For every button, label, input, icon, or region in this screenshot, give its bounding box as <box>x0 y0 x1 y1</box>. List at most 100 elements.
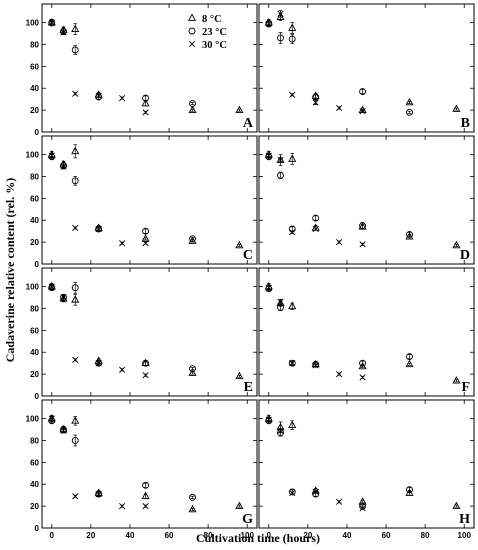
data-point-circle <box>288 35 296 43</box>
data-point-circle <box>95 225 103 233</box>
data-point-cross <box>359 108 366 115</box>
legend: 8 °C 23 °C 30 °C <box>187 13 227 51</box>
data-point-cross <box>142 240 149 247</box>
data-point-circle <box>406 231 413 238</box>
data-point-cross <box>119 503 126 510</box>
data-point-triangle <box>452 501 461 509</box>
panel-G: 0 20 40 60 80 100 0 20 40 60 80 100 G <box>26 399 258 540</box>
panel-H: 0 20 40 60 80 100 H <box>258 399 475 540</box>
panel-frame <box>41 399 258 529</box>
data-point-circle <box>288 359 296 367</box>
x-tick-label: 60 <box>165 531 174 540</box>
data-point-triangle <box>188 236 197 244</box>
data-point-triangle <box>452 376 461 384</box>
data-point-triangle <box>405 232 414 240</box>
panel-frame <box>41 135 258 265</box>
x-tick-label: 60 <box>382 531 391 540</box>
legend-label: 30 °C <box>202 40 227 51</box>
data-point-circle <box>48 19 56 27</box>
y-tick-label: 40 <box>30 348 39 357</box>
x-tick-label: 0 <box>50 531 55 540</box>
data-point-cross <box>265 152 272 159</box>
data-point-circle <box>95 490 103 498</box>
y-tick-label: 60 <box>30 62 39 71</box>
x-tick-label: 80 <box>421 531 430 540</box>
panel-B: B <box>258 3 475 133</box>
panel-letter: H <box>459 512 470 527</box>
panel-letter: C <box>243 248 253 263</box>
data-point-cross <box>289 360 296 367</box>
panel-letter: E <box>244 380 253 395</box>
panel-frame <box>41 3 258 133</box>
data-point-cross <box>60 29 67 36</box>
data-point-triangle <box>235 240 244 249</box>
panel-letter: B <box>461 116 470 131</box>
panel-A: 0 20 40 60 80 100 A 8 °C 23 °C 30 °C <box>26 3 258 137</box>
data-point-circle <box>189 235 196 243</box>
x-tick-label: 0 <box>267 531 272 540</box>
data-point-circle <box>60 294 67 301</box>
data-point-circle <box>142 94 150 102</box>
panel-C: 0 20 40 60 80 100 C <box>26 135 258 269</box>
legend-symbol-triangle <box>187 13 197 21</box>
data-point-triangle <box>452 104 461 112</box>
y-tick-label: 60 <box>30 194 39 203</box>
data-point-cross <box>119 94 126 102</box>
data-point-cross <box>142 503 149 510</box>
legend-label: 8 °C <box>202 14 222 25</box>
data-point-circle <box>142 359 150 367</box>
legend-label: 23 °C <box>202 27 227 38</box>
data-point-cross <box>48 283 55 290</box>
y-tick-label: 100 <box>26 151 40 160</box>
x-axis-title: Cultivation time (hours) <box>196 531 320 545</box>
data-point-triangle <box>288 23 297 31</box>
data-point-cross <box>48 19 55 26</box>
data-point-circle <box>71 437 79 444</box>
data-point-cross <box>119 240 126 247</box>
panel-letter: A <box>243 116 254 131</box>
data-point-circle <box>277 34 284 42</box>
data-point-triangle <box>188 105 197 113</box>
data-point-circle <box>189 100 196 108</box>
panel-grid: 0 20 40 60 80 100 A 8 °C 23 °C 30 °C B 0 20 40 60 80 100… <box>26 3 475 540</box>
data-point-cross <box>142 109 149 116</box>
panel-letter: D <box>460 248 470 263</box>
data-point-triangle <box>358 497 367 505</box>
y-tick-label: 0 <box>35 392 40 401</box>
y-tick-label: 60 <box>30 326 39 335</box>
data-point-triangle <box>188 504 197 513</box>
y-tick-label: 80 <box>30 304 39 313</box>
data-point-triangle <box>71 24 80 33</box>
panel-F: F <box>258 267 475 397</box>
y-tick-label: 0 <box>35 128 40 137</box>
data-point-triangle <box>235 371 244 380</box>
y-tick-label: 60 <box>30 458 39 467</box>
data-point-cross <box>95 225 102 233</box>
y-tick-label: 80 <box>30 40 39 49</box>
data-point-circle <box>277 171 284 179</box>
y-axis-title: Cadaverine relative content (rel. %) <box>3 178 17 363</box>
data-point-cross <box>336 104 343 112</box>
y-tick-label: 100 <box>26 415 40 424</box>
data-point-circle <box>359 222 367 230</box>
data-point-circle <box>95 359 103 367</box>
x-tick-label: 20 <box>303 531 312 540</box>
data-point-triangle <box>405 359 414 368</box>
data-point-triangle <box>452 240 461 249</box>
data-point-cross <box>312 99 319 106</box>
data-point-cross <box>95 490 102 498</box>
x-tick-label: 100 <box>458 531 472 540</box>
data-point-cross <box>277 298 284 306</box>
data-point-cross <box>60 163 67 170</box>
data-point-circle <box>142 481 150 489</box>
data-point-circle <box>71 46 79 54</box>
data-point-cross <box>289 229 296 236</box>
data-point-triangle <box>288 154 297 162</box>
data-point-cross <box>265 416 272 423</box>
data-point-cross <box>336 371 343 378</box>
data-point-cross <box>60 294 67 301</box>
data-point-cross <box>72 90 79 97</box>
data-point-cross <box>95 360 102 367</box>
data-point-cross <box>336 239 343 246</box>
panel-frame <box>258 3 475 133</box>
